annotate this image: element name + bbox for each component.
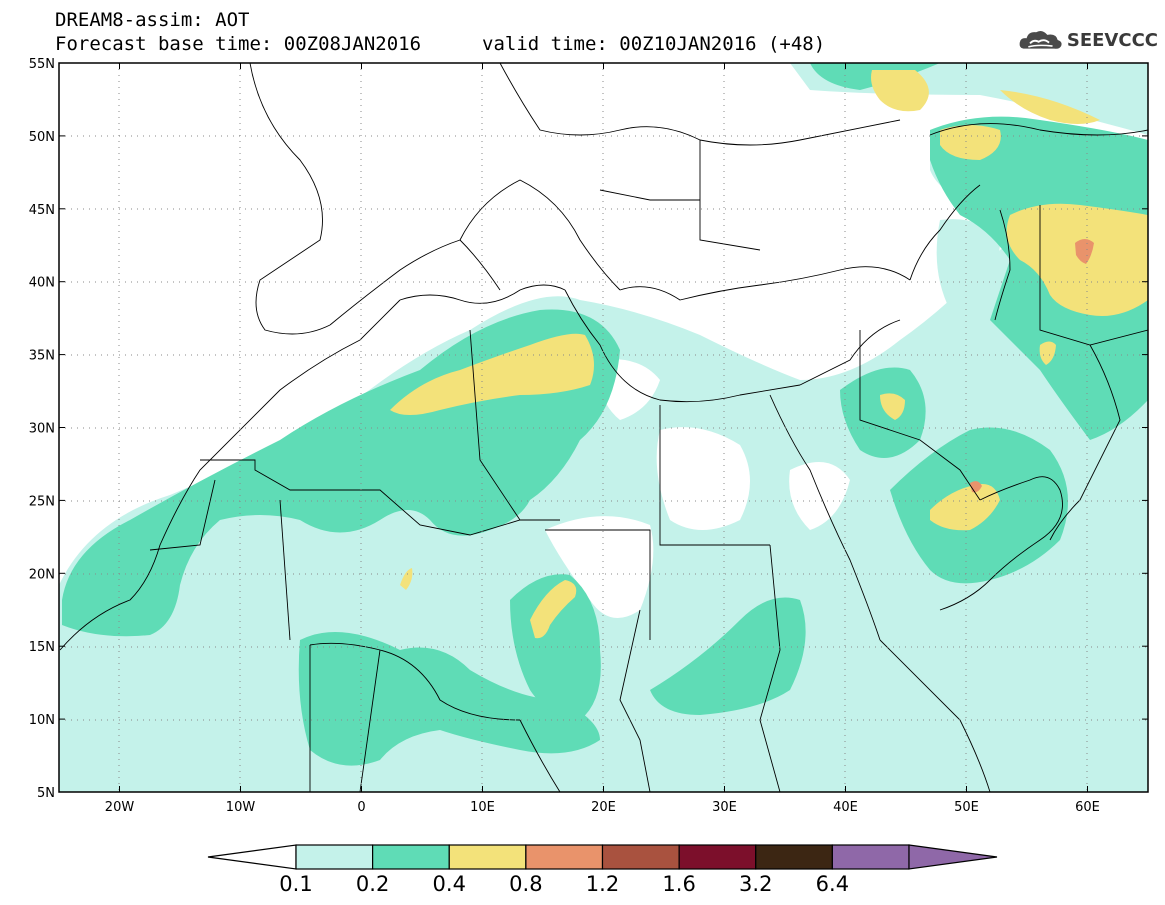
latitude-labels: 55N 50N 45N 40N 35N 30N 25N 20N 15N 10N 5N [29,57,55,801]
colorbar-level-label: 0.1 [279,872,313,896]
lat-label: 45N [29,203,55,218]
colorbar-swatch [295,844,374,870]
valid-time: valid time: 00Z10JAN2016 (+48) [482,33,826,55]
lat-label: 25N [29,494,55,509]
lat-label: 40N [29,276,55,291]
forecast-base-time: Forecast base time: 00Z08JAN2016 [55,33,422,55]
colorbar-level-label: 1.6 [662,872,696,896]
seevccc-logo: SEEVCCC [1018,26,1158,54]
colorbar-swatch [755,844,833,870]
colorbar-level-label: 0.8 [509,872,543,896]
colorbar-swatch [831,844,910,870]
longitude-labels: 20W 10W 0 10E 20E 30E 40E 50E 60E [105,800,1100,815]
lon-label: 20W [105,800,135,815]
lon-label: 60E [1075,800,1100,815]
lon-label: 40E [833,800,858,815]
lat-label: 55N [29,57,55,72]
cloud-icon [1019,30,1062,49]
colorbar-under-arrow [207,844,297,870]
colorbar-swatch [448,844,527,870]
colorbar-swatch [601,844,680,870]
tick-marks [59,62,1148,793]
lon-label: 10W [226,800,256,815]
lon-label: 10E [470,800,495,815]
coastlines-borders [59,63,1148,792]
aot-level-0-4 [390,70,1148,639]
colorbar-swatch [525,844,604,870]
colorbar-swatch [678,844,757,870]
lat-label: 35N [29,349,55,364]
colorbar-over-arrow [908,844,998,870]
lat-label: 10N [29,713,55,728]
colorbar-level-label: 0.2 [355,872,390,896]
lon-label: 20E [591,800,616,815]
aot-field [59,63,1148,792]
colorbar-level-label: 1.2 [585,872,620,896]
lat-label: 30N [29,422,55,437]
logo-text: SEEVCCC [1066,29,1158,51]
lon-label: 30E [712,800,737,815]
colorbar-swatch [372,844,450,870]
colorbar-level-label: 6.4 [815,872,850,896]
lon-label: 50E [954,800,979,815]
colorbar-level-label: 0.4 [432,872,466,896]
lat-label: 20N [29,567,55,582]
lon-label: 0 [357,800,365,815]
lat-label: 5N [37,786,55,801]
lat-label: 50N [29,130,55,145]
colorbar-labels: 0.1 0.2 0.4 0.8 1.2 1.6 3.2 6.4 [0,872,1165,900]
colorbar [207,844,998,870]
map-title: DREAM8-assim: AOT [55,9,250,31]
lat-label: 15N [29,640,55,655]
colorbar-level-label: 3.2 [739,872,773,896]
